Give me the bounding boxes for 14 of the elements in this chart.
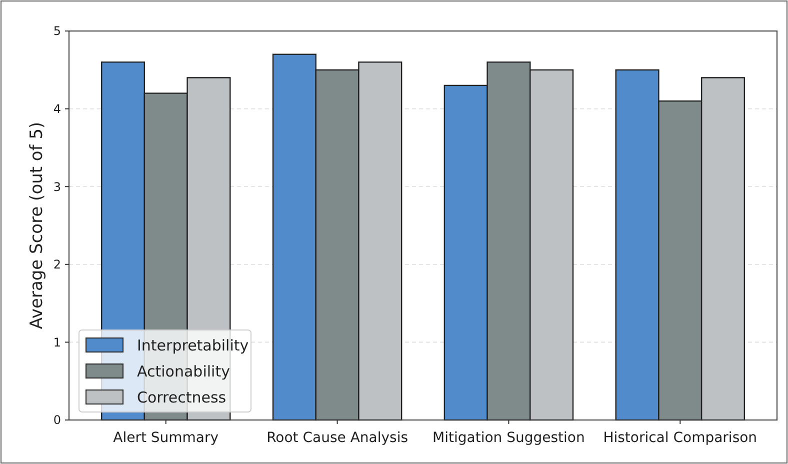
x-tick-label: Historical Comparison — [603, 430, 758, 446]
legend-label: Interpretability — [137, 336, 249, 354]
x-tick-label: Root Cause Analysis — [266, 430, 408, 446]
x-tick-label: Alert Summary — [113, 430, 219, 446]
y-tick-label: 4 — [53, 102, 61, 116]
y-tick-label: 2 — [53, 258, 61, 272]
y-tick-label: 1 — [53, 335, 61, 350]
y-tick-label: 5 — [53, 24, 61, 38]
y-tick-label: 3 — [53, 180, 61, 194]
x-tick-label: Mitigation Suggestion — [432, 430, 585, 446]
y-tick-label: 0 — [53, 413, 61, 428]
y-axis-title: Average Score (out of 5) — [27, 122, 47, 330]
legend-label: Actionability — [137, 362, 230, 380]
legend-label: Correctness — [137, 388, 226, 406]
